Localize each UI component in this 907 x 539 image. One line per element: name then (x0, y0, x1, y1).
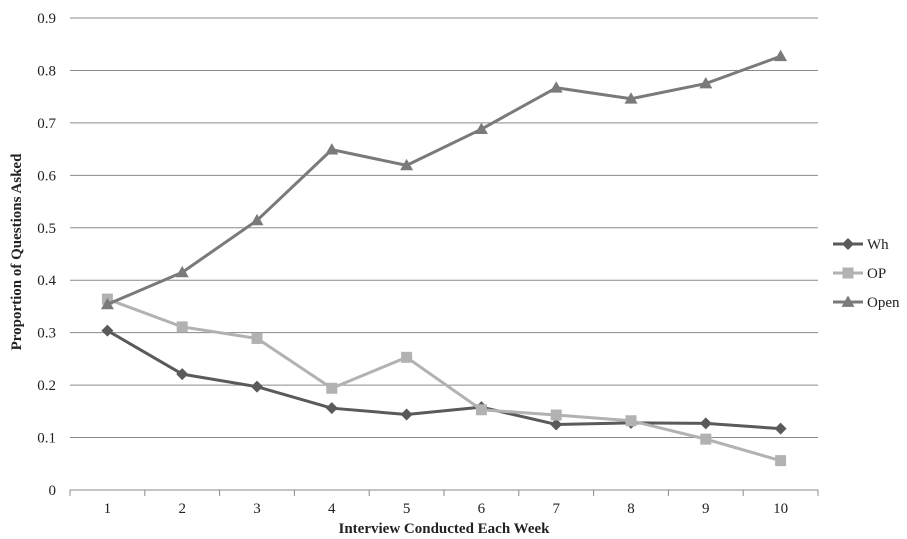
data-point-wh (400, 408, 413, 421)
series-line-open (106, 54, 782, 306)
y-tick-label: 0.2 (37, 378, 56, 394)
legend-marker-open (841, 295, 855, 307)
y-axis-title: Proportion of Questions Asked (9, 153, 25, 350)
data-point-op (475, 404, 487, 416)
data-point-open (175, 265, 189, 278)
legend-label-wh: Wh (867, 237, 889, 253)
x-tick-label: 4 (328, 501, 336, 517)
legend-marker-wh (842, 238, 854, 250)
y-axis-tick-labels: 0 0.1 0.2 0.3 0.4 0.5 0.6 0.7 0.8 0.9 (37, 11, 56, 499)
x-axis-title: Interview Conducted Each Week (339, 521, 551, 537)
legend-item-open: Open (833, 295, 900, 311)
data-point-wh (176, 368, 189, 381)
data-point-op (775, 455, 787, 467)
series-line-op (106, 297, 782, 463)
x-axis-ticks (69, 490, 819, 496)
x-tick-label: 2 (178, 501, 186, 517)
data-point-open (474, 122, 488, 135)
data-point-open (400, 158, 414, 171)
series-op (101, 293, 787, 467)
series-open (100, 49, 788, 310)
y-tick-label: 0.3 (37, 326, 56, 342)
y-gridlines (70, 17, 818, 439)
data-point-open (624, 92, 638, 104)
data-point-wh (325, 402, 338, 415)
x-tick-label: 8 (627, 501, 635, 517)
data-point-wh (550, 418, 563, 431)
series-wh (101, 324, 787, 435)
data-point-op (326, 382, 338, 394)
data-point-open (100, 297, 114, 310)
x-tick-label: 7 (552, 501, 560, 517)
x-axis-tick-labels: 1 2 3 4 5 6 7 8 9 10 (104, 501, 788, 517)
series-line-wh (106, 329, 781, 431)
x-tick-label: 6 (478, 501, 486, 517)
y-tick-label: 0.9 (37, 11, 56, 27)
data-point-wh (101, 324, 114, 337)
data-point-open (250, 213, 264, 226)
y-tick-label: 0.7 (37, 116, 56, 132)
data-point-wh (251, 380, 263, 393)
data-point-open (325, 143, 339, 155)
y-tick-label: 0.4 (37, 273, 56, 289)
legend-label-op: OP (867, 266, 886, 282)
data-point-op (550, 409, 562, 421)
x-tick-label: 10 (773, 501, 788, 517)
data-point-open (774, 49, 788, 62)
legend-marker-op (842, 267, 854, 279)
y-tick-label: 0.1 (37, 431, 56, 447)
y-tick-label: 0 (49, 483, 57, 499)
x-tick-label: 5 (403, 501, 411, 517)
data-point-op (700, 433, 712, 445)
x-tick-label: 3 (253, 501, 261, 517)
data-point-op (251, 332, 263, 344)
legend-item-wh: Wh (833, 237, 889, 253)
data-point-open (549, 81, 563, 93)
data-point-op (625, 415, 637, 427)
legend-item-op: OP (833, 266, 886, 282)
legend: Wh OP Open (833, 237, 900, 311)
data-point-open (699, 77, 713, 89)
y-tick-label: 0.8 (37, 63, 56, 79)
data-point-op (176, 321, 188, 333)
data-point-wh (774, 422, 787, 435)
data-point-wh (699, 417, 712, 430)
x-tick-label: 1 (104, 501, 112, 517)
y-tick-label: 0.5 (37, 221, 56, 237)
legend-label-open: Open (867, 295, 900, 311)
data-point-op (401, 351, 413, 363)
x-tick-label: 9 (702, 501, 710, 517)
y-tick-label: 0.6 (37, 168, 56, 184)
